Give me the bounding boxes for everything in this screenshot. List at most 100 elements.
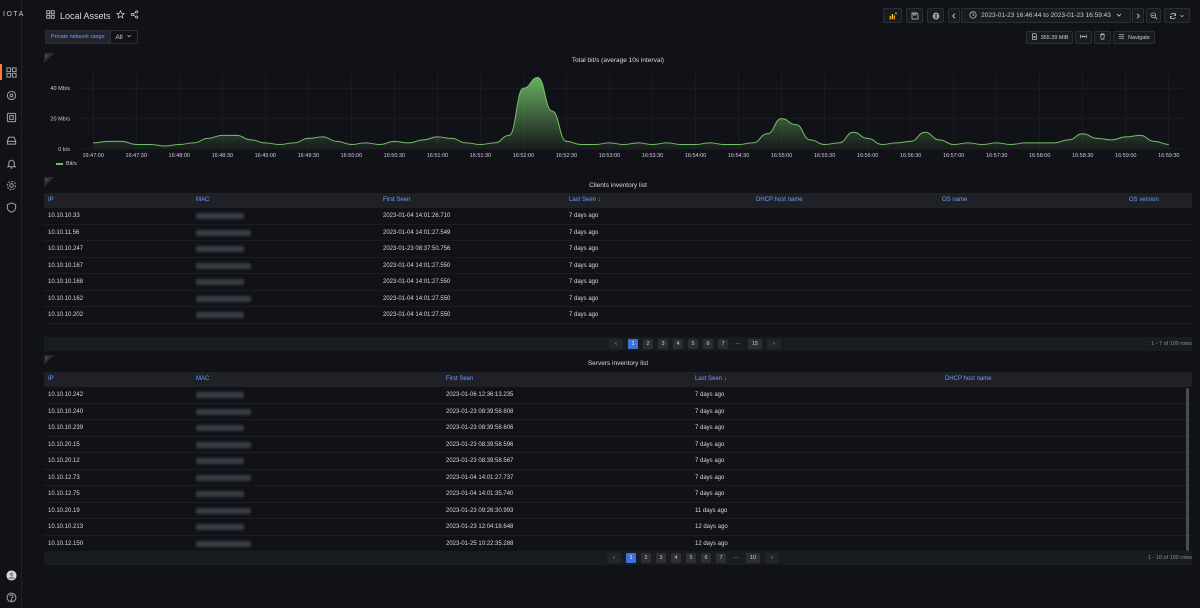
gear-icon[interactable] — [5, 179, 17, 191]
variable-selector: Private network range All — [45, 30, 138, 44]
table-row[interactable]: 10.10.12.75 2023-01-04 14:01:35.740 7 days… — [44, 486, 1192, 503]
table-row[interactable]: 10.10.20.15 2023-01-23 08:39:58.596 7 days… — [44, 437, 1192, 453]
cell-last-seen: 7 days ago — [695, 491, 725, 497]
page-button-1[interactable]: 1 — [626, 553, 636, 563]
dashboards-icon[interactable] — [5, 66, 17, 78]
col-header-ip[interactable]: IP — [48, 197, 54, 203]
page-button-3[interactable]: 3 — [658, 339, 668, 349]
page-button-1[interactable]: 1 — [628, 339, 638, 349]
cell-first-seen: 2023-01-23 08:39:58.596 — [446, 441, 514, 448]
page-ellipsis: ⋯ — [733, 555, 739, 561]
table-row[interactable]: 10.10.10.33 2023-01-04 14:01:26.710 7 days… — [44, 208, 1192, 225]
page-button-2[interactable]: 2 — [643, 339, 653, 349]
time-forward-button[interactable] — [1132, 8, 1144, 23]
table-row[interactable]: 10.10.10.213 2023-01-23 12:04:18.648 12 da… — [44, 519, 1192, 536]
bell-icon[interactable] — [5, 157, 17, 169]
col-header-dhcp[interactable]: DHCP host name — [945, 376, 992, 382]
navigate-button[interactable]: Navigate — [1113, 31, 1155, 44]
cell-first-seen: 2023-01-25 10:22:35.288 — [446, 540, 514, 547]
page-button-4[interactable]: 4 — [673, 339, 683, 349]
x-tick-label: 16:55:30 — [814, 153, 835, 159]
table-row[interactable]: 10.10.12.73 2023-01-04 14:01:27.737 7 days… — [44, 470, 1192, 486]
size-button[interactable]: 365.39 MiB — [1026, 31, 1073, 44]
table-row[interactable]: 10.10.12.150 2023-01-25 10:22:35.288 12 da… — [44, 536, 1192, 552]
table-row[interactable]: 10.10.11.56 2023-01-04 14:01:27.549 7 days… — [44, 225, 1192, 241]
col-header-first-seen[interactable]: First Seen — [383, 197, 411, 203]
scrollbar[interactable] — [1186, 388, 1189, 551]
fit-width-button[interactable] — [1075, 31, 1092, 44]
page-button-5[interactable]: 5 — [686, 553, 696, 563]
col-header-os-name[interactable]: OS name — [942, 197, 968, 203]
table-row[interactable]: 10.10.10.242 2023-01-06 12:36:13.235 7 day… — [44, 387, 1192, 404]
page-button-3[interactable]: 3 — [656, 553, 666, 563]
table-row[interactable]: 10.10.20.12 2023-01-23 08:39:58.567 7 days… — [44, 453, 1192, 470]
col-header-first-seen[interactable]: First Seen — [446, 376, 474, 382]
table-row[interactable]: 10.10.10.247 2023-01-23 08:37:50.756 7 day… — [44, 241, 1192, 258]
page-button-5[interactable]: 5 — [688, 339, 698, 349]
table-row[interactable]: 10.10.10.240 2023-01-23 08:39:58.608 7 day… — [44, 404, 1192, 420]
dashboard-title[interactable]: Local Assets — [60, 10, 111, 21]
avatar[interactable] — [5, 569, 17, 581]
add-panel-button[interactable] — [883, 8, 902, 23]
col-header-mac[interactable]: MAC — [196, 376, 210, 382]
page-prev-button[interactable]: ‹ — [609, 339, 623, 349]
panel-menu-corner[interactable]: i — [44, 177, 54, 187]
settings-button[interactable] — [927, 8, 944, 23]
page-button-10[interactable]: 10 — [746, 553, 760, 563]
variable-select[interactable]: All — [110, 30, 138, 44]
storage-icon[interactable] — [5, 134, 17, 146]
page-button-4[interactable]: 4 — [671, 553, 681, 563]
share-icon[interactable] — [130, 10, 139, 21]
panel-menu-corner[interactable]: i — [44, 355, 54, 365]
table-row[interactable]: 10.10.10.168 2023-01-04 14:01:27.550 7 day… — [44, 274, 1192, 291]
dashboard-grid-icon — [46, 10, 55, 21]
brand-logo[interactable]: IOTA — [3, 11, 25, 18]
col-header-mac[interactable]: MAC — [196, 197, 210, 203]
panel-menu-corner[interactable]: i — [44, 53, 54, 63]
page-button-6[interactable]: 6 — [701, 553, 711, 563]
time-range-text: 2023-01-23 16:46:44 to 2023-01-23 16:59:… — [981, 12, 1111, 19]
table-row[interactable]: 10.10.10.202 2023-01-04 14:01:27.550 7 day… — [44, 307, 1192, 324]
page-prev-button[interactable]: ‹ — [607, 553, 621, 563]
cell-mac-redacted — [196, 213, 244, 219]
table-row[interactable]: 10.10.10.167 2023-01-04 14:01:27.550 7 day… — [44, 258, 1192, 274]
x-tick-label: 16:56:30 — [900, 153, 921, 159]
help-icon[interactable] — [5, 591, 17, 603]
chevron-down-icon — [126, 33, 132, 41]
table-row[interactable]: 10.10.10.162 2023-01-04 14:01:27.550 7 day… — [44, 291, 1192, 307]
page-button-15[interactable]: 15 — [748, 339, 762, 349]
table-row[interactable]: 10.10.20.19 2023-01-23 09:26:30.993 11 day… — [44, 503, 1192, 519]
cell-last-seen: 7 days ago — [695, 458, 725, 464]
zoom-out-button[interactable] — [1146, 8, 1161, 23]
x-tick-label: 16:54:30 — [728, 153, 749, 159]
col-header-os-version[interactable]: OS version — [1129, 197, 1159, 203]
page-button-7[interactable]: 7 — [718, 339, 728, 349]
page-next-button[interactable]: › — [767, 339, 781, 349]
page-next-button[interactable]: › — [765, 553, 779, 563]
col-header-last-seen[interactable]: Last Seen ↓ — [695, 376, 727, 382]
col-header-dhcp[interactable]: DHCP host name — [756, 197, 803, 203]
table-row[interactable]: 10.10.10.239 2023-01-23 08:39:58.606 7 day… — [44, 420, 1192, 437]
chart-legend[interactable]: Bit/s — [56, 161, 77, 167]
cell-mac-redacted — [196, 425, 244, 431]
clients-title: Clients inventory list — [589, 182, 647, 189]
panel-icon[interactable] — [5, 111, 17, 123]
x-tick-label: 16:49:30 — [298, 153, 319, 159]
delete-button[interactable] — [1094, 31, 1111, 44]
time-back-button[interactable] — [948, 8, 960, 23]
time-range-picker[interactable]: 2023-01-23 16:46:44 to 2023-01-23 16:59:… — [961, 8, 1131, 23]
x-tick-label: 16:56:00 — [857, 153, 878, 159]
shield-icon[interactable] — [5, 201, 17, 213]
explore-icon[interactable] — [5, 89, 17, 101]
page-button-6[interactable]: 6 — [703, 339, 713, 349]
star-icon[interactable] — [115, 9, 125, 21]
page-button-2[interactable]: 2 — [641, 553, 651, 563]
refresh-button[interactable] — [1164, 8, 1190, 23]
col-header-ip[interactable]: IP — [48, 376, 54, 382]
col-header-last-seen[interactable]: Last Seen ↓ — [569, 197, 601, 203]
save-dashboard-button[interactable] — [906, 8, 923, 23]
servers-pagination: ‹ 1 2 3 4 5 6 7 ⋯ 10 › 1 - 10 of 100 rows — [44, 551, 1192, 565]
page-button-7[interactable]: 7 — [716, 553, 726, 563]
bitrate-chart[interactable]: 0 b/s 20 Mb/s 40 Mb/s 16:47:00 16:47:30 16:4… — [44, 53, 1192, 173]
variable-value: All — [115, 33, 123, 41]
